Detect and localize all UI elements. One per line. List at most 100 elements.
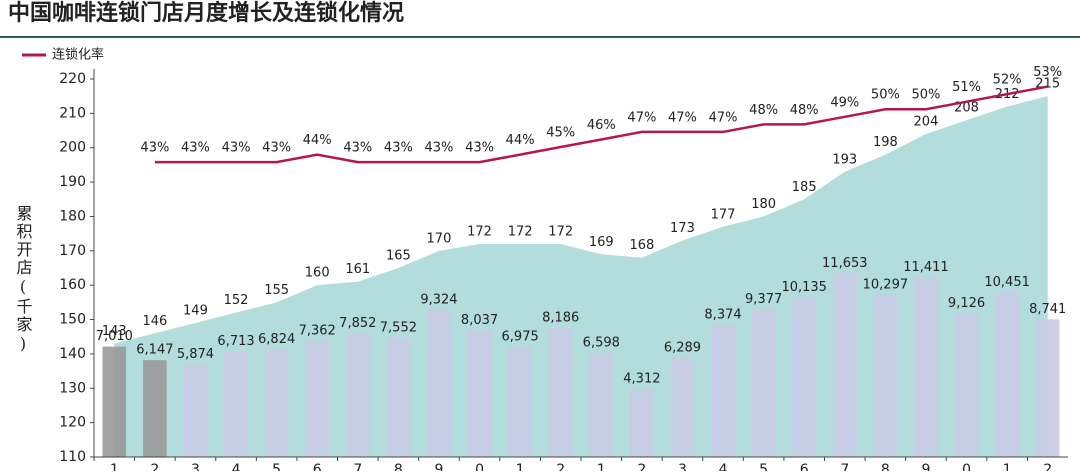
x-tick-label: 3 xyxy=(678,462,687,471)
line-label: 43% xyxy=(343,141,372,156)
line-label: 43% xyxy=(384,141,413,156)
area-label: 185 xyxy=(792,180,817,195)
line-label: 45% xyxy=(546,126,575,141)
area-label: 204 xyxy=(914,114,939,129)
bar xyxy=(467,330,492,457)
line-label: 43% xyxy=(181,141,210,156)
x-tick-label: 6 xyxy=(313,462,322,471)
area-label: 208 xyxy=(954,101,979,116)
x-tick-label: 8 xyxy=(394,462,403,471)
line-label: 43% xyxy=(222,141,251,156)
x-tick-label: 4 xyxy=(719,462,728,471)
bar xyxy=(914,277,938,457)
line-label: 47% xyxy=(709,110,738,125)
bar xyxy=(224,351,248,457)
bar-label: 10,297 xyxy=(863,277,909,292)
line-label: 51% xyxy=(952,80,981,95)
x-tick-label: 2 xyxy=(150,462,159,471)
bar xyxy=(873,294,898,457)
y-tick-label: 140 xyxy=(59,346,86,362)
line xyxy=(154,85,1048,164)
line-label: 44% xyxy=(506,133,535,148)
bar xyxy=(833,273,857,457)
area-label: 165 xyxy=(386,249,411,264)
bar xyxy=(386,338,411,457)
y-axis-label: 累积开店(千家) xyxy=(14,205,33,355)
x-tick-label: 8 xyxy=(881,462,890,471)
x-tick-label: 2 xyxy=(637,462,646,471)
bar-label: 6,975 xyxy=(502,330,539,345)
bar-label: 6,713 xyxy=(217,334,254,349)
bar xyxy=(954,313,979,457)
bar xyxy=(143,360,167,457)
x-tick-label: 7 xyxy=(840,462,849,471)
y-tick-label: 150 xyxy=(59,312,86,328)
x-tick-label: 5 xyxy=(272,462,281,471)
bar xyxy=(751,309,776,457)
area-label: 160 xyxy=(305,266,330,281)
bar-label: 5,874 xyxy=(177,347,214,362)
area-label: 146 xyxy=(142,314,167,329)
x-tick-label: 0 xyxy=(962,462,971,471)
bar-label: 7,552 xyxy=(380,321,417,336)
line-label: 43% xyxy=(262,141,291,156)
area-label: 170 xyxy=(427,231,452,246)
bar-label: 7,010 xyxy=(96,329,133,344)
x-tick-label: 4 xyxy=(232,462,241,471)
area-label: 143 xyxy=(102,324,127,339)
line-label: 47% xyxy=(627,110,656,125)
bar-label: 9,377 xyxy=(745,292,782,307)
bar-label: 11,411 xyxy=(903,260,949,275)
x-tick-label: 7 xyxy=(353,462,362,471)
x-tick-label: 2 xyxy=(556,462,565,471)
bar-label: 10,135 xyxy=(781,280,827,295)
area-label: 193 xyxy=(832,152,857,167)
bar-label: 7,852 xyxy=(339,316,376,331)
x-tick-label: 0 xyxy=(475,462,484,471)
bar xyxy=(589,353,614,457)
bar xyxy=(630,389,654,457)
area-label: 172 xyxy=(467,224,492,239)
bar xyxy=(548,328,573,457)
bar xyxy=(508,347,532,457)
bar-label: 8,037 xyxy=(461,313,498,328)
x-tick-label: 5 xyxy=(759,462,768,471)
y-tick-label: 170 xyxy=(59,243,86,259)
x-tick-label: 1 xyxy=(1003,462,1012,471)
area-label: 198 xyxy=(873,135,898,150)
area-label: 161 xyxy=(345,262,370,277)
line-label: 44% xyxy=(303,133,332,148)
line-label: 48% xyxy=(749,103,778,118)
x-tick-label: 1 xyxy=(597,462,606,471)
line-label: 49% xyxy=(830,95,859,110)
bar-label: 11,653 xyxy=(822,256,868,271)
x-tick-label: 1 xyxy=(516,462,525,471)
bar xyxy=(183,364,208,457)
area-label: 177 xyxy=(711,207,736,222)
y-tick-label: 180 xyxy=(59,208,86,224)
area-label: 172 xyxy=(548,224,573,239)
x-tick-label: 6 xyxy=(800,462,809,471)
x-tick-label: 1 xyxy=(110,462,119,471)
bar xyxy=(264,349,289,457)
bar xyxy=(346,333,370,457)
bar xyxy=(711,325,735,457)
line-label: 47% xyxy=(668,110,697,125)
bar-label: 6,598 xyxy=(583,336,620,351)
area-label: 173 xyxy=(670,221,695,236)
y-tick-label: 160 xyxy=(59,277,86,293)
bar xyxy=(995,292,1019,457)
bar-label: 8,186 xyxy=(542,311,579,326)
bar-label: 7,362 xyxy=(299,324,336,339)
bar xyxy=(670,357,695,457)
line-label: 50% xyxy=(871,88,900,103)
y-tick-label: 130 xyxy=(59,380,86,396)
x-tick-label: 2 xyxy=(1043,462,1052,471)
line-label: 43% xyxy=(465,141,494,156)
area-label: 169 xyxy=(589,235,614,250)
line-label: 50% xyxy=(912,88,941,103)
area-label: 172 xyxy=(508,224,533,239)
bar xyxy=(102,346,127,457)
line-label: 52% xyxy=(993,73,1022,88)
